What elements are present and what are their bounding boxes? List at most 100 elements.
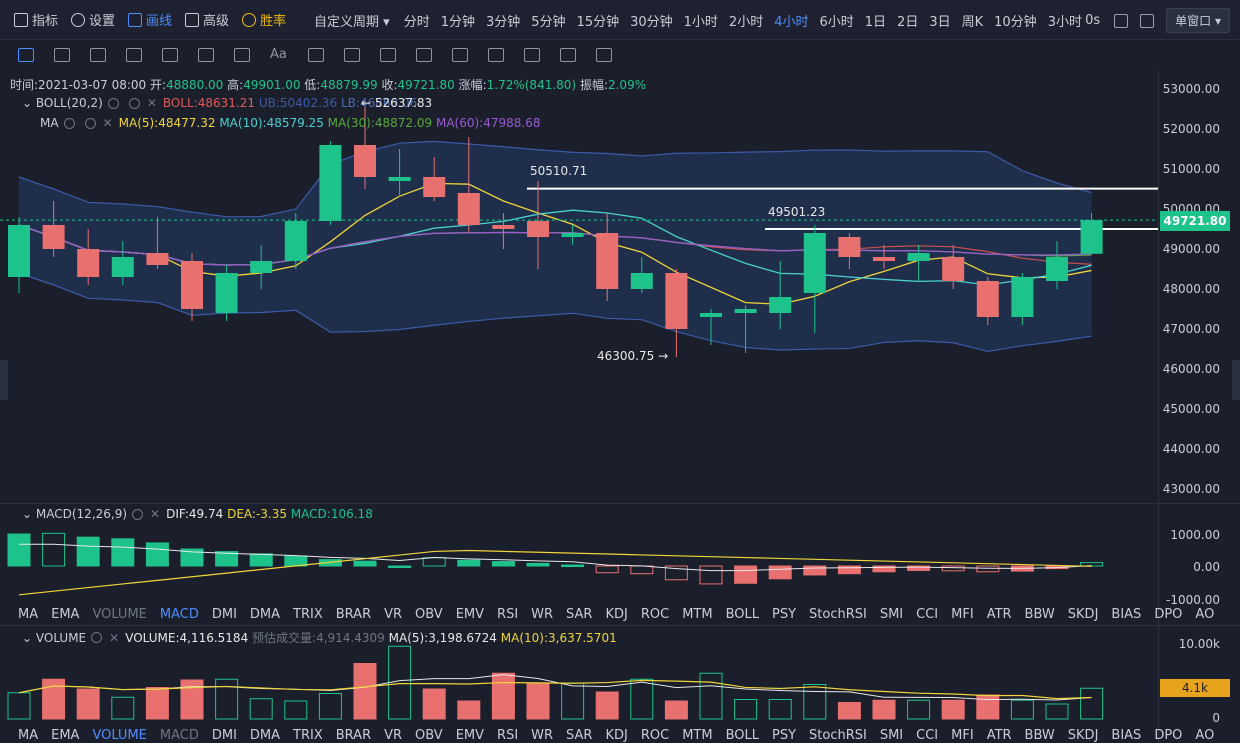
tab-smi[interactable]: SMI <box>879 728 904 743</box>
tab-bbw[interactable]: BBW <box>1024 728 1055 743</box>
trash-icon[interactable] <box>596 48 612 62</box>
tab-cci[interactable]: CCI <box>916 607 939 622</box>
tab-obv[interactable]: OBV <box>415 607 443 622</box>
close-icon[interactable]: ✕ <box>150 507 161 521</box>
period-1h[interactable]: 1小时 <box>683 14 718 30</box>
tab-ma[interactable]: MA <box>18 607 39 622</box>
tab-rsi[interactable]: RSI <box>497 728 519 743</box>
tab-macd[interactable]: MACD <box>159 728 199 743</box>
period-15m[interactable]: 15分钟 <box>576 14 620 30</box>
tab-volume[interactable]: VOLUME <box>92 728 147 743</box>
tab-ema[interactable]: EMA <box>51 728 80 743</box>
tab-roc[interactable]: ROC <box>640 607 670 622</box>
tab-kdj[interactable]: KDJ <box>605 728 628 743</box>
tab-ao[interactable]: AO <box>1195 728 1215 743</box>
close-icon[interactable]: ✕ <box>102 116 113 130</box>
period-3m[interactable]: 3分钟 <box>485 14 521 30</box>
tab-vr[interactable]: VR <box>384 728 403 743</box>
eye-icon[interactable] <box>107 97 119 109</box>
fibonacci-icon[interactable] <box>234 48 250 62</box>
tab-dma[interactable]: DMA <box>249 607 281 622</box>
advanced-button[interactable]: 高级 <box>185 10 229 29</box>
tab-vr[interactable]: VR <box>384 607 403 622</box>
visibility-icon[interactable] <box>560 48 576 62</box>
tab-rsi[interactable]: RSI <box>497 607 519 622</box>
collapse-chevron-icon[interactable]: ⌄ <box>22 96 33 110</box>
gear-icon[interactable] <box>128 97 140 109</box>
tab-psy[interactable]: PSY <box>771 728 797 743</box>
tab-sar[interactable]: SAR <box>566 728 593 743</box>
period-week[interactable]: 周K <box>961 14 984 30</box>
period-3h[interactable]: 3小时 <box>1047 14 1082 30</box>
tab-stochrsi[interactable]: StochRSI <box>809 607 867 622</box>
indicator-button[interactable]: 指标 <box>14 10 58 29</box>
horizontal-line-icon[interactable] <box>54 48 70 62</box>
trend-line-icon[interactable] <box>90 48 106 62</box>
wave-icon[interactable] <box>198 48 214 62</box>
tab-skdj[interactable]: SKDJ <box>1067 728 1099 743</box>
tab-wr[interactable]: WR <box>531 728 554 743</box>
tab-dmi[interactable]: DMI <box>211 728 237 743</box>
tab-psy[interactable]: PSY <box>771 607 797 622</box>
tab-trix[interactable]: TRIX <box>293 728 323 743</box>
draw-line-button[interactable]: 画线 <box>128 10 172 29</box>
tab-brar[interactable]: BRAR <box>335 607 372 622</box>
period-1m[interactable]: 1分钟 <box>440 14 475 30</box>
period-1d[interactable]: 1日 <box>864 14 887 30</box>
collapse-chevron-icon[interactable]: ⌄ <box>22 630 33 645</box>
period-timeline[interactable]: 分时 <box>403 14 430 30</box>
tab-stochrsi[interactable]: StochRSI <box>809 728 867 743</box>
text-tool[interactable]: Aa <box>270 47 287 62</box>
tab-kdj[interactable]: KDJ <box>605 607 628 622</box>
copy-icon[interactable] <box>524 48 540 62</box>
parallel-channel-icon[interactable] <box>162 48 178 62</box>
tab-ma[interactable]: MA <box>18 728 39 743</box>
tab-boll[interactable]: BOLL <box>725 728 759 743</box>
tab-skdj[interactable]: SKDJ <box>1067 607 1099 622</box>
tab-bias[interactable]: BIAS <box>1111 728 1142 743</box>
ruler-icon[interactable] <box>380 48 396 62</box>
tab-atr[interactable]: ATR <box>986 607 1012 622</box>
tab-emv[interactable]: EMV <box>455 728 485 743</box>
gear-icon[interactable] <box>91 632 103 643</box>
period-6h[interactable]: 6小时 <box>819 14 854 30</box>
magnet-icon[interactable] <box>452 48 468 62</box>
period-4h[interactable]: 4小时 <box>774 14 809 30</box>
period-3d[interactable]: 3日 <box>929 14 951 30</box>
tab-mtm[interactable]: MTM <box>682 728 713 743</box>
tab-smi[interactable]: SMI <box>879 607 904 622</box>
close-icon[interactable]: ✕ <box>109 630 120 645</box>
tab-cci[interactable]: CCI <box>916 728 939 743</box>
custom-period-dropdown[interactable]: 自定义周期 ▾ <box>314 11 390 30</box>
tab-dpo[interactable]: DPO <box>1154 728 1183 743</box>
tab-atr[interactable]: ATR <box>986 728 1012 743</box>
period-10m[interactable]: 10分钟 <box>994 14 1037 30</box>
tab-mfi[interactable]: MFI <box>951 607 974 622</box>
tab-brar[interactable]: BRAR <box>335 728 372 743</box>
tab-mtm[interactable]: MTM <box>682 607 713 622</box>
collapse-chevron-icon[interactable]: ⌄ <box>22 507 33 521</box>
gear-icon[interactable] <box>84 117 96 129</box>
tab-macd[interactable]: MACD <box>159 607 199 622</box>
tab-volume[interactable]: VOLUME <box>92 607 147 622</box>
eye-icon[interactable] <box>63 117 75 129</box>
win-rate-button[interactable]: 胜率 <box>242 10 286 29</box>
tab-bias[interactable]: BIAS <box>1111 607 1142 622</box>
tab-dpo[interactable]: DPO <box>1154 607 1183 622</box>
popout-icon[interactable] <box>1140 13 1155 28</box>
tab-bbw[interactable]: BBW <box>1024 607 1055 622</box>
left-collapse-handle[interactable] <box>0 360 8 400</box>
tab-ao[interactable]: AO <box>1195 607 1215 622</box>
tab-roc[interactable]: ROC <box>640 728 670 743</box>
tab-trix[interactable]: TRIX <box>293 607 323 622</box>
tab-wr[interactable]: WR <box>531 607 554 622</box>
gear-icon[interactable] <box>132 508 144 520</box>
rectangle-icon[interactable] <box>126 48 142 62</box>
period-5m[interactable]: 5分钟 <box>531 14 566 30</box>
period-2d[interactable]: 2日 <box>897 14 919 30</box>
tab-mfi[interactable]: MFI <box>951 728 974 743</box>
close-icon[interactable]: ✕ <box>146 96 157 110</box>
pen-icon[interactable] <box>416 48 432 62</box>
pattern-icon[interactable] <box>308 48 324 62</box>
